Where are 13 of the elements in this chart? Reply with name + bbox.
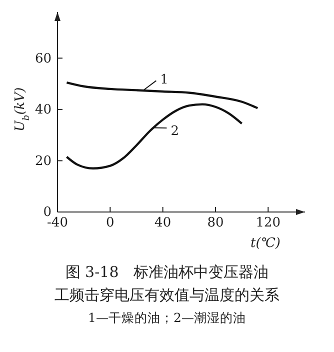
line-series bbox=[66, 103, 243, 170]
x-axis-title: t(℃) bbox=[250, 236, 280, 251]
text: 1—干燥的油；2—潮湿的油 bbox=[88, 310, 246, 325]
y-tick-label: 20 bbox=[34, 154, 52, 169]
text: 图 3-18 标准油杯中变压器油工频击穿电压有效值与温度的关系 bbox=[54, 263, 280, 304]
x-tick-label: 120 bbox=[256, 216, 281, 231]
y-tick-label: 40 bbox=[34, 102, 52, 118]
legend-label: 2 bbox=[170, 124, 179, 139]
x-tick-label: 80 bbox=[207, 216, 224, 231]
y-tick-label: 60 bbox=[34, 51, 52, 66]
x-tick-label: 0 bbox=[106, 216, 114, 231]
x-tick-label: 40 bbox=[154, 216, 172, 231]
legend-label: 1 bbox=[160, 72, 168, 88]
